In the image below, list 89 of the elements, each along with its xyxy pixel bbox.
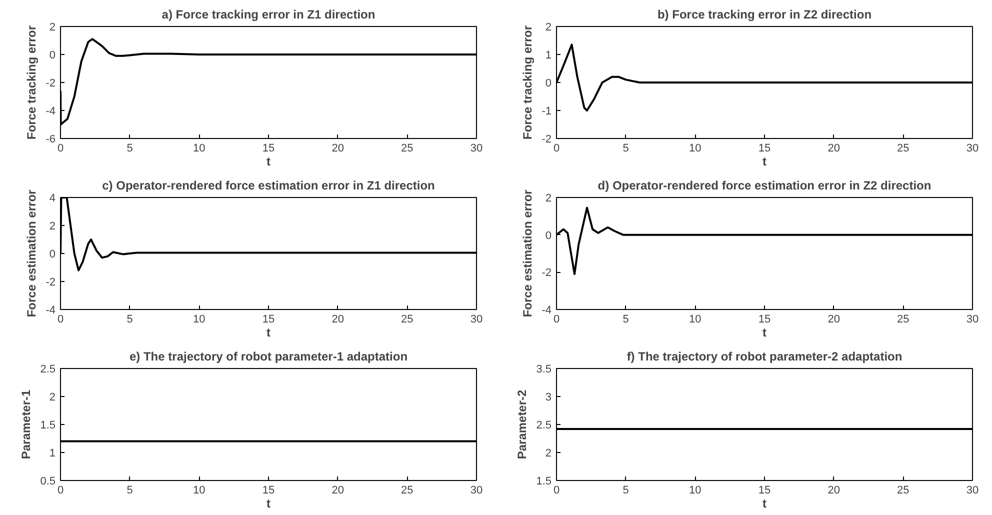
y-tick-label: 2 bbox=[49, 392, 56, 404]
y-tick-label: 1 bbox=[49, 448, 56, 460]
x-axis-title: t bbox=[762, 496, 766, 510]
x-tick-label: 15 bbox=[262, 314, 275, 326]
y-tick-label: -1 bbox=[542, 106, 552, 118]
x-tick-label: 15 bbox=[262, 142, 275, 154]
y-axis-title: Parameter-2 bbox=[515, 389, 530, 460]
y-tick-label: 0.5 bbox=[40, 476, 56, 488]
x-tick-label: 20 bbox=[332, 314, 344, 326]
y-axis-title: Force estimation error bbox=[520, 189, 535, 318]
x-tick-label: 15 bbox=[758, 484, 771, 496]
x-tick-label: 20 bbox=[332, 142, 344, 154]
chart-title: c) Operator-rendered force estimation error in Z1 direction bbox=[102, 178, 435, 192]
y-tick-label: -2 bbox=[46, 276, 56, 288]
x-tick-label: 25 bbox=[897, 314, 910, 326]
x-tick-label: 10 bbox=[193, 484, 206, 496]
x-tick-label: 10 bbox=[193, 142, 206, 154]
x-tick-label: 10 bbox=[689, 314, 702, 326]
x-tick-label: 15 bbox=[758, 314, 771, 326]
x-tick-label: 25 bbox=[401, 484, 414, 496]
y-tick-label: 1 bbox=[545, 50, 552, 62]
y-tick-label: 0 bbox=[49, 50, 56, 62]
y-tick-label: -2 bbox=[542, 267, 552, 280]
chart-title: a) Force tracking error in Z1 direction bbox=[162, 8, 376, 22]
y-axis-title: Force tracking error bbox=[24, 25, 39, 140]
x-tick-label: 20 bbox=[332, 484, 344, 496]
x-tick-label: 15 bbox=[758, 142, 771, 154]
x-axis-title: t bbox=[266, 496, 270, 510]
x-axis-title: t bbox=[266, 154, 270, 168]
x-tick-label: 5 bbox=[126, 142, 133, 154]
x-tick-label: 30 bbox=[966, 142, 979, 154]
x-tick-label: 20 bbox=[828, 142, 840, 154]
y-tick-label: 0 bbox=[545, 78, 552, 90]
y-tick-label: 2 bbox=[49, 22, 56, 34]
x-tick-label: 10 bbox=[193, 314, 206, 326]
x-tick-label: 10 bbox=[689, 484, 702, 496]
x-tick-label: 25 bbox=[401, 142, 414, 154]
y-tick-label: 3.5 bbox=[536, 364, 552, 376]
y-tick-label: 0 bbox=[49, 248, 56, 260]
x-tick-label: 30 bbox=[470, 314, 483, 326]
x-tick-label: 20 bbox=[828, 484, 840, 496]
chart-title: f) The trajectory of robot parameter-2 adaptation bbox=[626, 350, 902, 364]
y-tick-label: -2 bbox=[542, 134, 552, 146]
y-tick-label: 2.5 bbox=[40, 364, 56, 376]
x-axis-title: t bbox=[762, 154, 766, 168]
x-tick-label: 25 bbox=[401, 314, 414, 326]
y-tick-label: -4 bbox=[46, 106, 56, 118]
y-tick-label: 0 bbox=[545, 230, 552, 242]
x-tick-label: 30 bbox=[966, 484, 979, 496]
y-tick-label: 1.5 bbox=[536, 476, 552, 488]
x-tick-label: 15 bbox=[262, 484, 275, 496]
x-axis-title: t bbox=[266, 326, 270, 340]
x-tick-label: 5 bbox=[126, 314, 133, 326]
x-tick-label: 5 bbox=[622, 484, 629, 496]
y-axis-title: Force tracking error bbox=[520, 25, 535, 140]
x-tick-label: 25 bbox=[897, 142, 910, 154]
x-tick-label: 0 bbox=[57, 142, 64, 154]
chart-title: e) The trajectory of robot parameter-1 adaptation bbox=[129, 350, 408, 364]
x-tick-label: 20 bbox=[828, 314, 840, 326]
y-tick-label: 1.5 bbox=[40, 420, 56, 432]
y-axis-title: Parameter-1 bbox=[19, 389, 34, 460]
x-tick-label: 0 bbox=[57, 484, 64, 496]
y-tick-label: 2 bbox=[49, 220, 56, 232]
y-tick-label: 2 bbox=[545, 192, 552, 204]
y-tick-label: 4 bbox=[49, 192, 56, 204]
y-tick-label: -2 bbox=[46, 78, 56, 90]
y-tick-label: 3 bbox=[545, 392, 552, 404]
x-tick-label: 30 bbox=[470, 484, 483, 496]
x-axis-title: t bbox=[762, 326, 766, 340]
y-tick-label: -4 bbox=[542, 304, 552, 316]
x-tick-label: 25 bbox=[897, 484, 910, 496]
chart-title: b) Force tracking error in Z2 direction bbox=[657, 8, 872, 22]
x-tick-label: 5 bbox=[622, 142, 629, 154]
y-tick-label: 2 bbox=[545, 22, 552, 34]
y-tick-label: 2.5 bbox=[536, 420, 552, 432]
x-tick-label: 5 bbox=[622, 314, 629, 326]
x-tick-label: 0 bbox=[57, 314, 64, 326]
x-tick-label: 0 bbox=[553, 314, 560, 326]
y-tick-label: -6 bbox=[46, 134, 56, 146]
y-axis-title: Force estimation error bbox=[24, 189, 39, 318]
x-tick-label: 0 bbox=[553, 142, 560, 154]
x-tick-label: 30 bbox=[470, 142, 483, 154]
y-tick-label: -4 bbox=[46, 304, 56, 316]
x-tick-label: 10 bbox=[689, 142, 702, 154]
x-tick-label: 30 bbox=[966, 314, 979, 326]
y-tick-label: 2 bbox=[545, 448, 552, 460]
x-tick-label: 0 bbox=[553, 484, 560, 496]
chart-title: d) Operator-rendered force estimation error in Z2 direction bbox=[598, 178, 932, 192]
x-tick-label: 5 bbox=[126, 484, 133, 496]
